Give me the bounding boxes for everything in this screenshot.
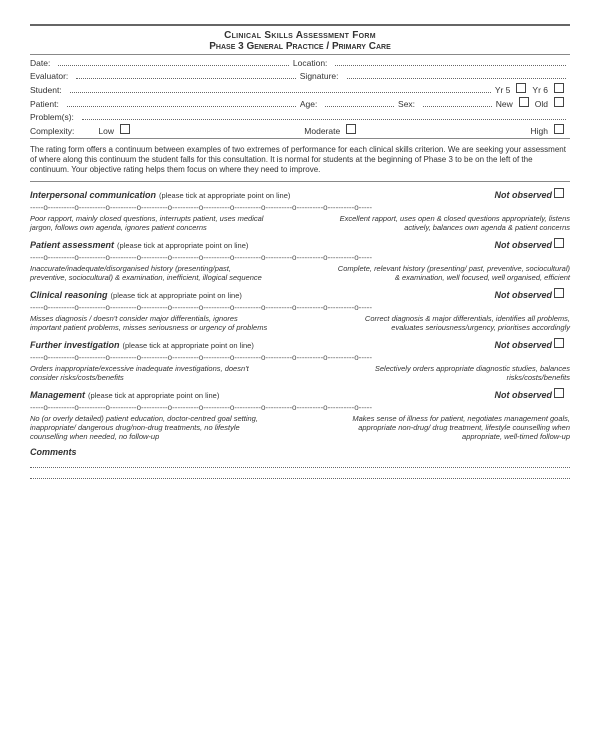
sec1-left: Poor rapport, mainly closed questions, i… xyxy=(30,214,268,232)
yr5-checkbox[interactable] xyxy=(516,83,526,93)
sec2-right: Complete, relevant history (presenting/ … xyxy=(332,264,570,282)
sec2-scale[interactable]: -----o----------o----------o----------o-… xyxy=(30,253,570,262)
sec4-title: Further investigation xyxy=(30,340,120,350)
location-field[interactable] xyxy=(335,57,566,66)
section-interpersonal: Interpersonal communication (please tick… xyxy=(30,188,570,232)
old-checkbox[interactable] xyxy=(554,97,564,107)
sec4-hint: (please tick at appropriate point on lin… xyxy=(123,341,254,350)
sec1-hint: (please tick at appropriate point on lin… xyxy=(159,191,290,200)
student-label: Student: xyxy=(30,85,66,95)
sec3-left: Misses diagnosis / doesn't consider majo… xyxy=(30,314,268,332)
evaluator-label: Evaluator: xyxy=(30,71,72,81)
sec5-notobs-checkbox[interactable] xyxy=(554,388,564,398)
sex-field[interactable] xyxy=(423,98,492,107)
sec2-title: Patient assessment xyxy=(30,240,114,250)
signature-field[interactable] xyxy=(347,70,566,79)
comments-line-1[interactable] xyxy=(30,461,570,468)
form-subtitle: Phase 3 General Practice / Primary Care xyxy=(30,41,570,52)
form-title: Clinical Skills Assessment Form xyxy=(30,30,570,41)
new-label: New xyxy=(496,99,517,109)
student-field[interactable] xyxy=(70,84,491,93)
comments-line-2[interactable] xyxy=(30,472,570,479)
comments-section: Comments xyxy=(30,447,570,479)
sec2-left: Inaccurate/inadequate/disorganised histo… xyxy=(30,264,268,282)
header-underline xyxy=(30,138,570,139)
comments-title: Comments xyxy=(30,447,570,457)
age-label: Age: xyxy=(300,99,322,109)
sec1-notobs: Not observed xyxy=(494,190,552,200)
sec3-notobs: Not observed xyxy=(494,290,552,300)
signature-label: Signature: xyxy=(300,71,343,81)
sec5-hint: (please tick at appropriate point on lin… xyxy=(88,391,219,400)
high-checkbox[interactable] xyxy=(554,124,564,134)
section-clinical-reasoning: Clinical reasoning (please tick at appro… xyxy=(30,288,570,332)
patient-field[interactable] xyxy=(67,98,296,107)
sec5-scale[interactable]: -----o----------o----------o----------o-… xyxy=(30,403,570,412)
moderate-label: Moderate xyxy=(304,126,344,136)
sec4-scale[interactable]: -----o----------o----------o----------o-… xyxy=(30,353,570,362)
title-underline xyxy=(30,54,570,55)
sec4-notobs: Not observed xyxy=(494,340,552,350)
sec1-right: Excellent rapport, uses open & closed qu… xyxy=(332,214,570,232)
sec2-hint: (please tick at appropriate point on lin… xyxy=(117,241,248,250)
sec1-notobs-checkbox[interactable] xyxy=(554,188,564,198)
low-checkbox[interactable] xyxy=(120,124,130,134)
patient-label: Patient: xyxy=(30,99,63,109)
sex-label: Sex: xyxy=(398,99,419,109)
sec3-notobs-checkbox[interactable] xyxy=(554,288,564,298)
high-label: High xyxy=(531,126,552,136)
section-patient-assessment: Patient assessment (please tick at appro… xyxy=(30,238,570,282)
intro-text: The rating form offers a continuum betwe… xyxy=(30,145,570,175)
top-rule xyxy=(30,24,570,26)
complexity-label: Complexity: xyxy=(30,126,78,136)
sec2-notobs-checkbox[interactable] xyxy=(554,238,564,248)
sec3-right: Correct diagnosis & major differentials,… xyxy=(332,314,570,332)
yr5-label: Yr 5 xyxy=(495,85,515,95)
sec1-title: Interpersonal communication xyxy=(30,190,156,200)
age-field[interactable] xyxy=(325,98,394,107)
sec4-notobs-checkbox[interactable] xyxy=(554,338,564,348)
sec5-title: Management xyxy=(30,390,85,400)
sec1-scale[interactable]: -----o----------o----------o----------o-… xyxy=(30,203,570,212)
sec4-right: Selectively orders appropriate diagnosti… xyxy=(332,364,570,382)
old-label: Old xyxy=(535,99,552,109)
sec3-title: Clinical reasoning xyxy=(30,290,108,300)
header-block: Date: Location: Evaluator: Signature: St… xyxy=(30,57,570,136)
sec4-left: Orders inappropriate/excessive inadequat… xyxy=(30,364,268,382)
intro-underline xyxy=(30,181,570,182)
date-field[interactable] xyxy=(58,57,289,66)
problems-label: Problem(s): xyxy=(30,112,78,122)
yr6-label: Yr 6 xyxy=(532,85,552,95)
location-label: Location: xyxy=(293,58,332,68)
sec3-scale[interactable]: -----o----------o----------o----------o-… xyxy=(30,303,570,312)
sec5-right: Makes sense of illness for patient, nego… xyxy=(332,414,570,441)
moderate-checkbox[interactable] xyxy=(346,124,356,134)
sec5-left: No (or overly detailed) patient educatio… xyxy=(30,414,268,441)
evaluator-field[interactable] xyxy=(76,70,295,79)
sec2-notobs: Not observed xyxy=(494,240,552,250)
section-management: Management (please tick at appropriate p… xyxy=(30,388,570,441)
problems-field[interactable] xyxy=(82,111,566,120)
new-checkbox[interactable] xyxy=(519,97,529,107)
sec5-notobs: Not observed xyxy=(494,390,552,400)
low-label: Low xyxy=(98,126,118,136)
date-label: Date: xyxy=(30,58,54,68)
yr6-checkbox[interactable] xyxy=(554,83,564,93)
sec3-hint: (please tick at appropriate point on lin… xyxy=(111,291,242,300)
section-further-investigation: Further investigation (please tick at ap… xyxy=(30,338,570,382)
